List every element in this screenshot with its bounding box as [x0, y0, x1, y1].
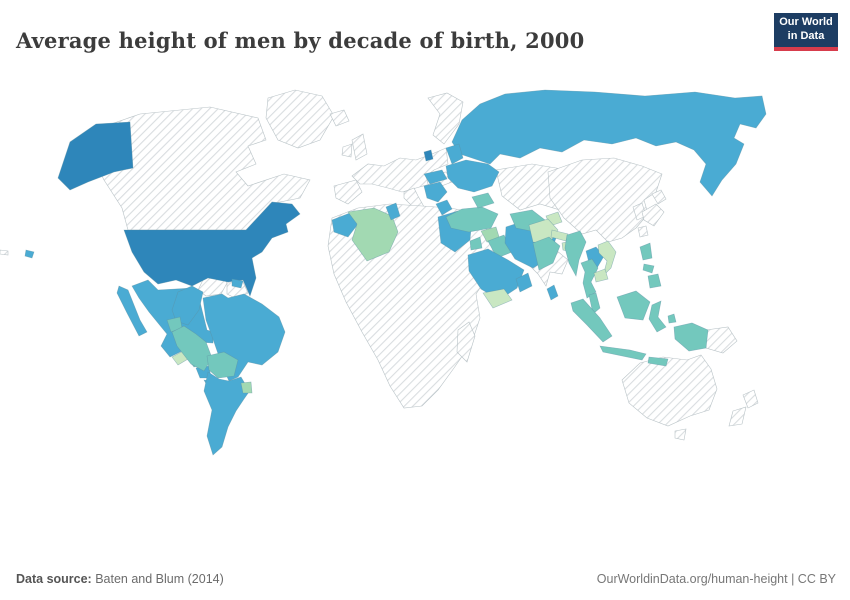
region-scandinavia[interactable] — [427, 92, 464, 145]
region-bolivia[interactable] — [206, 351, 239, 379]
region-denmark[interactable] — [423, 149, 434, 162]
region-sulawesi[interactable] — [648, 300, 667, 333]
region-hawaii[interactable] — [24, 249, 35, 259]
region-argentina-chile[interactable] — [203, 371, 252, 456]
region-ukraine-belarus[interactable] — [445, 159, 500, 193]
region-java[interactable] — [599, 345, 647, 361]
region-thailand[interactable] — [580, 258, 599, 299]
region-new-zealand-north[interactable] — [742, 389, 759, 409]
region-vietnam[interactable] — [597, 240, 617, 278]
region-pakistan[interactable] — [532, 236, 561, 271]
region-alaska[interactable] — [57, 121, 134, 191]
region-turkey[interactable] — [445, 206, 499, 233]
owid-logo-line1: Our World — [779, 16, 833, 29]
page-title: Average height of men by decade of birth… — [16, 28, 585, 54]
owid-logo-line2: in Data — [787, 30, 825, 42]
region-iceland[interactable] — [329, 109, 350, 127]
credit-link[interactable]: OurWorldinData.org/human-height | CC BY — [596, 572, 836, 586]
region-greece[interactable] — [435, 199, 453, 216]
world-map — [0, 80, 770, 480]
region-iberia[interactable] — [333, 179, 363, 205]
region-morocco[interactable] — [331, 212, 359, 238]
region-jordan-israel[interactable] — [469, 236, 483, 251]
region-malay-peninsula[interactable] — [588, 292, 601, 315]
region-tasmania[interactable] — [674, 428, 687, 441]
region-czech-hungary[interactable] — [423, 169, 448, 185]
region-algeria[interactable] — [347, 207, 399, 262]
region-edge-islands[interactable] — [0, 249, 9, 256]
region-yemen[interactable] — [482, 288, 513, 309]
region-tunisia[interactable] — [385, 202, 401, 221]
region-baja-california[interactable] — [116, 285, 148, 337]
region-ireland[interactable] — [341, 143, 353, 158]
region-borneo[interactable] — [616, 290, 651, 321]
data-source: Data source: Baten and Blum (2014) — [16, 572, 224, 586]
region-philippines-visayas[interactable] — [642, 263, 655, 274]
region-philippines-luzon[interactable] — [639, 242, 653, 261]
region-lesser-sunda[interactable] — [647, 356, 669, 367]
region-balkans[interactable] — [423, 181, 448, 203]
region-madagascar[interactable] — [456, 321, 476, 363]
region-uruguay[interactable] — [240, 381, 253, 394]
map-legend: No data 150 cm 155 cm 160 cm 165 cm 170 … — [0, 495, 850, 555]
region-china-mongolia[interactable] — [547, 157, 663, 243]
region-greenland[interactable] — [265, 89, 335, 149]
data-source-label: Data source: — [16, 572, 92, 586]
region-russia[interactable] — [451, 89, 767, 197]
region-australia[interactable] — [621, 354, 718, 427]
region-papua-new-guinea[interactable] — [705, 326, 738, 354]
region-central-europe[interactable] — [351, 147, 449, 193]
region-myanmar[interactable] — [564, 230, 587, 277]
region-new-zealand-south[interactable] — [728, 406, 747, 427]
region-usa[interactable] — [123, 201, 301, 297]
region-caucasus[interactable] — [471, 192, 495, 209]
region-japan-honshu[interactable] — [641, 203, 665, 227]
region-japan-kyushu[interactable] — [637, 225, 649, 238]
region-uk[interactable] — [351, 133, 368, 161]
region-philippines-mindanao[interactable] — [647, 273, 662, 289]
region-cambodia[interactable] — [593, 268, 609, 283]
region-west-new-guinea[interactable] — [673, 322, 709, 352]
region-oman[interactable] — [515, 272, 533, 293]
region-canada[interactable] — [87, 106, 311, 231]
region-moluccas[interactable] — [667, 313, 677, 324]
region-sumatra[interactable] — [570, 298, 613, 343]
region-sri-lanka[interactable] — [546, 284, 559, 301]
region-baltics[interactable] — [445, 143, 464, 165]
owid-logo[interactable]: Our World in Data — [774, 13, 838, 51]
region-hispaniola[interactable] — [231, 278, 244, 289]
data-source-value: Baten and Blum (2014) — [91, 572, 224, 586]
region-saudi-arabia[interactable] — [467, 248, 525, 301]
region-japan-hokkaido[interactable] — [651, 189, 667, 205]
choropleth-map — [0, 89, 767, 456]
